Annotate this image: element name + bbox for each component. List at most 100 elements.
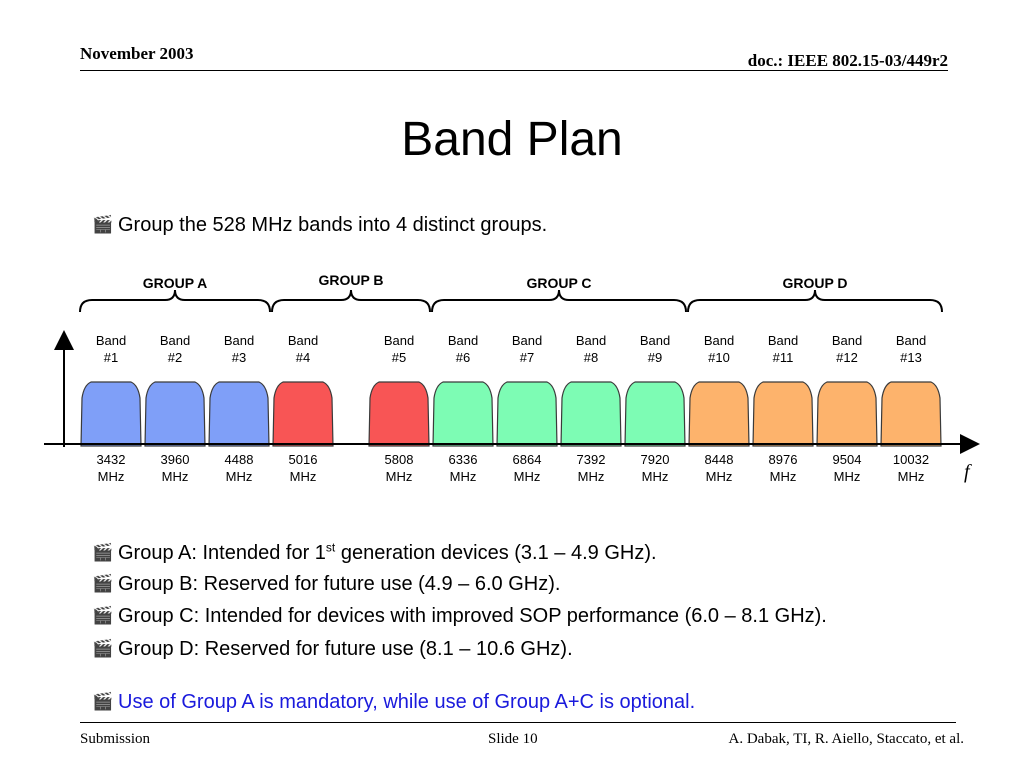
band-number: #3 — [232, 350, 246, 365]
band-word: Band — [704, 333, 734, 348]
band-center-frequency: 9504 MHz — [833, 452, 862, 484]
band-center-frequency: 3960 MHz — [161, 452, 190, 484]
frequency-unit: MHz — [450, 469, 477, 484]
frequency-value: 5808 — [385, 452, 414, 467]
band-center-frequency: 10032 MHz — [893, 452, 929, 484]
frequency-unit: MHz — [834, 469, 861, 484]
band-shape — [208, 381, 270, 447]
frequency-unit: MHz — [770, 469, 797, 484]
frequency-value: 5016 — [289, 452, 318, 467]
band-center-frequency: 5016 MHz — [289, 452, 318, 484]
bullet-group-c: 🎬 Group C: Intended for devices with impr… — [92, 605, 827, 628]
band-word: Band — [832, 333, 862, 348]
frequency-value: 7392 — [577, 452, 606, 467]
bullet-group-b-text: Group B: Reserved for future use (4.9 – … — [118, 573, 561, 595]
header-rule — [80, 70, 948, 71]
frequency-value: 6864 — [513, 452, 542, 467]
band-number: #8 — [584, 350, 598, 365]
band-shape — [880, 381, 942, 447]
band-number: #10 — [708, 350, 730, 365]
band-word: Band — [160, 333, 190, 348]
group-brace — [687, 289, 943, 313]
frequency-value: 9504 — [833, 452, 862, 467]
band-shape — [368, 381, 430, 447]
bullet-group-a-text: Group A: Intended for 1st generation dev… — [118, 540, 657, 564]
band-word: Band — [288, 333, 318, 348]
band-shape — [624, 381, 686, 447]
band-center-frequency: 8448 MHz — [705, 452, 734, 484]
frequency-unit: MHz — [98, 469, 125, 484]
band-center-frequency: 8976 MHz — [769, 452, 798, 484]
band-shape — [272, 381, 334, 447]
clapperboard-icon: 🎬 — [92, 215, 114, 234]
band-label: Band #11 — [768, 333, 798, 365]
group-label: GROUP A — [143, 275, 208, 291]
frequency-unit: MHz — [706, 469, 733, 484]
frequency-value: 6336 — [449, 452, 478, 467]
bullet-group-c-text: Group C: Intended for devices with impro… — [118, 605, 827, 627]
band-shape — [144, 381, 206, 447]
clapperboard-icon: 🎬 — [92, 606, 114, 625]
band-label: Band #12 — [832, 333, 862, 365]
band-number: #13 — [900, 350, 922, 365]
band-label: Band #8 — [576, 333, 606, 365]
intro-bullet: 🎬 Group the 528 MHz bands into 4 distinct… — [92, 214, 547, 237]
bullet-note-text: Use of Group A is mandatory, while use o… — [118, 691, 696, 713]
band-word: Band — [224, 333, 254, 348]
band-shape — [816, 381, 878, 447]
band-number: #7 — [520, 350, 534, 365]
band-word: Band — [768, 333, 798, 348]
footer-submission: Submission — [80, 731, 151, 747]
frequency-value: 3960 — [161, 452, 190, 467]
band-label: Band #10 — [704, 333, 734, 365]
header-doc-id: doc.: IEEE 802.15-03/449r2 — [747, 51, 948, 70]
group-brace — [271, 289, 431, 313]
clapperboard-icon: 🎬 — [92, 542, 114, 562]
frequency-unit: MHz — [162, 469, 189, 484]
band-label: Band #6 — [448, 333, 478, 365]
band-number: #6 — [456, 350, 470, 365]
frequency-unit: MHz — [290, 469, 317, 484]
band-center-frequency: 7920 MHz — [641, 452, 670, 484]
band-label: Band #1 — [96, 333, 126, 365]
band-center-frequency: 6336 MHz — [449, 452, 478, 484]
band-word: Band — [576, 333, 606, 348]
band-number: #2 — [168, 350, 182, 365]
bullet-group-d: 🎬 Group D: Reserved for future use (8.1 –… — [92, 638, 573, 661]
frequency-value: 10032 — [893, 452, 929, 467]
group-brace — [79, 289, 271, 313]
group-brace — [431, 289, 687, 313]
frequency-value: 3432 — [97, 452, 126, 467]
band-label: Band #3 — [224, 333, 254, 365]
band-label: Band #5 — [384, 333, 414, 365]
frequency-unit: MHz — [898, 469, 925, 484]
band-shape — [560, 381, 622, 447]
band-shape — [80, 381, 142, 447]
bullet-group-b: 🎬 Group B: Reserved for future use (4.9 –… — [92, 573, 560, 596]
group-label: GROUP C — [526, 275, 591, 291]
bullet-group-d-text: Group D: Reserved for future use (8.1 – … — [118, 638, 573, 660]
frequency-value: 8976 — [769, 452, 798, 467]
band-number: #12 — [836, 350, 858, 365]
header-date: November 2003 — [80, 44, 194, 63]
frequency-unit: MHz — [642, 469, 669, 484]
frequency-unit: MHz — [386, 469, 413, 484]
band-label: Band #2 — [160, 333, 190, 365]
band-label: Band #13 — [896, 333, 926, 365]
band-center-frequency: 3432 MHz — [97, 452, 126, 484]
band-number: #4 — [296, 350, 310, 365]
band-label: Band #7 — [512, 333, 542, 365]
band-shape — [496, 381, 558, 447]
frequency-axis-label: f — [964, 461, 972, 483]
band-word: Band — [640, 333, 670, 348]
band-shape — [432, 381, 494, 447]
bullet-note: 🎬 Use of Group A is mandatory, while use … — [92, 691, 695, 714]
frequency-value: 8448 — [705, 452, 734, 467]
band-shape — [688, 381, 750, 447]
footer-slide-number: Slide 10 — [488, 731, 538, 747]
band-word: Band — [384, 333, 414, 348]
frequency-value: 4488 — [225, 452, 254, 467]
band-label: Band #4 — [288, 333, 318, 365]
group-label: GROUP D — [782, 275, 847, 291]
band-shape — [752, 381, 814, 447]
